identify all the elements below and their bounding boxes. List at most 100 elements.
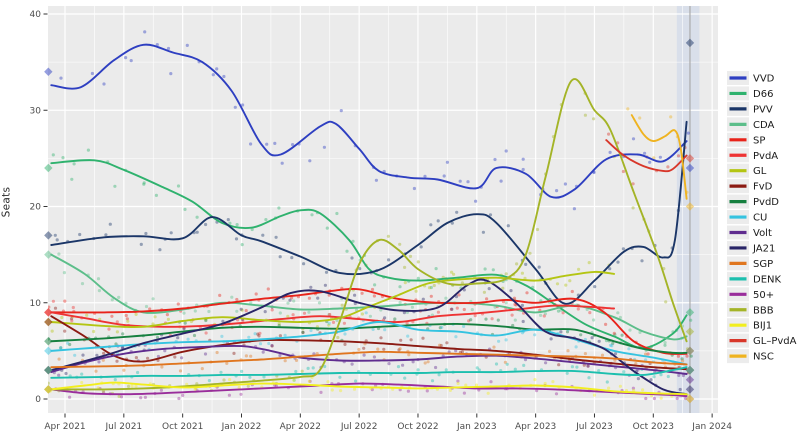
result-diamond-PVV xyxy=(44,231,53,240)
series-line-FvD xyxy=(50,315,688,371)
series-line-SGP xyxy=(50,350,688,369)
result-diamond-CU xyxy=(44,346,53,356)
legend-label-DENK: DENK xyxy=(753,274,781,285)
series-line-PVV xyxy=(50,120,688,305)
legend-label-GL–PvdA: GL–PvdA xyxy=(753,336,797,347)
legend-item-CU: CU xyxy=(727,210,767,225)
legend-item-SGP: SGP xyxy=(727,256,773,271)
series-line-JA21 xyxy=(50,278,688,396)
series-line-DENK xyxy=(50,366,688,379)
legend-item-VVD: VVD xyxy=(727,71,775,85)
series-line-BIJ1 xyxy=(50,381,688,396)
result-diamond-DENK xyxy=(44,365,53,375)
series-line-D66 xyxy=(50,159,688,349)
result-diamond-CDA xyxy=(44,250,53,259)
result-diamond-D66 xyxy=(685,308,695,317)
trend-lines xyxy=(50,43,688,398)
legend-item-CDA: CDA xyxy=(727,117,775,132)
legend-item-D66: D66 xyxy=(727,86,773,101)
legend-item-JA21: JA21 xyxy=(727,240,775,255)
legend-item-PvdA: PvdA xyxy=(727,148,778,163)
legend-item-SP: SP xyxy=(727,132,765,147)
plot-panel xyxy=(48,6,718,413)
x-tick-label: Jul 2022 xyxy=(340,422,378,432)
x-tick-label: Jan 2024 xyxy=(691,422,732,432)
result-markers-2021 xyxy=(44,67,53,394)
legend-label-PvdD: PvdD xyxy=(753,197,779,208)
legend-label-PvdA: PvdA xyxy=(753,151,778,162)
series-line-SP xyxy=(50,287,688,355)
result-diamond-VVD xyxy=(685,163,695,173)
legend-label-SP: SP xyxy=(753,135,765,146)
x-tick-label: Apr 2021 xyxy=(44,422,85,432)
result-diamond-NSC xyxy=(685,202,695,211)
result-diamond-CU xyxy=(685,365,695,375)
result-diamond-Volt xyxy=(685,375,695,384)
legend-label-VVD: VVD xyxy=(753,74,775,85)
x-tick-label: Oct 2023 xyxy=(633,422,674,432)
y-tick-label: 20 xyxy=(30,203,42,213)
legend-label-GL: GL xyxy=(753,166,767,177)
legend-item-Volt: Volt xyxy=(727,225,772,240)
series-line-GL–PvdA xyxy=(605,139,688,173)
axes: 0 10 20 30 40 Apr 2021 Jul 2021 Oct 2021 Jan 202… xyxy=(30,10,733,432)
y-axis-title: Seats xyxy=(0,186,13,218)
legend-label-JA21: JA21 xyxy=(752,243,775,254)
legend-label-Volt: Volt xyxy=(753,228,772,239)
legend-label-BIJ1: BIJ1 xyxy=(753,321,772,332)
legend-item-BIJ1: BIJ1 xyxy=(727,318,772,333)
series-line-Volt xyxy=(50,344,688,375)
result-diamond-BBB xyxy=(685,327,695,336)
legend-label-NSC: NSC xyxy=(753,352,774,363)
result-diamond-FvD xyxy=(44,317,53,327)
legend: VVD D66 PVV CDA SP PvdA GL FvD PvdD CU Volt JA21 SGP… xyxy=(727,71,797,364)
legend-label-SGP: SGP xyxy=(753,259,773,270)
result-markers-2023 xyxy=(685,38,695,404)
legend-label-CU: CU xyxy=(753,213,767,224)
result-diamond-BIJ1 xyxy=(685,394,695,404)
legend-label-50+: 50+ xyxy=(753,290,774,301)
x-tick-label: Apr 2023 xyxy=(515,422,556,432)
legend-label-FvD: FvD xyxy=(753,182,773,193)
legend-item-50+: 50+ xyxy=(727,287,774,302)
legend-label-BBB: BBB xyxy=(753,305,774,316)
x-tick-label: Jul 2023 xyxy=(575,422,613,432)
result-diamond-PvdD xyxy=(44,337,53,346)
legend-item-GL–PvdA: GL–PvdA xyxy=(727,333,797,348)
x-tick-label: Apr 2022 xyxy=(280,422,321,432)
series-line-GL xyxy=(50,270,616,329)
legend-label-CDA: CDA xyxy=(753,120,775,131)
x-tick-label: Jul 2021 xyxy=(105,422,143,432)
y-tick-label: 0 xyxy=(35,395,41,405)
result-diamond-GL–PvdA xyxy=(685,154,695,163)
result-diamond-CDA xyxy=(685,346,695,356)
y-tick-label: 30 xyxy=(30,106,42,116)
y-tick-label: 40 xyxy=(30,10,42,20)
series-line-NSC xyxy=(630,114,688,200)
result-diamond-JA21 xyxy=(685,385,695,394)
legend-item-BBB: BBB xyxy=(727,302,774,317)
series-line-50+ xyxy=(50,382,688,398)
series-line-BBB xyxy=(50,78,688,391)
result-diamond-D66 xyxy=(44,163,53,173)
x-tick-label: Oct 2022 xyxy=(397,422,438,432)
legend-label-D66: D66 xyxy=(753,89,773,100)
legend-item-FvD: FvD xyxy=(727,179,773,194)
legend-item-PvdD: PvdD xyxy=(727,194,779,209)
x-tick-label: Jan 2023 xyxy=(456,422,497,432)
x-tick-label: Oct 2021 xyxy=(162,422,203,432)
series-line-VVD xyxy=(50,43,688,199)
result-diamond-PvdA xyxy=(44,308,53,317)
legend-item-DENK: DENK xyxy=(727,271,781,286)
result-diamond-VVD xyxy=(44,67,53,76)
legend-item-NSC: NSC xyxy=(727,349,774,364)
legend-label-PVV: PVV xyxy=(753,104,773,115)
y-tick-label: 10 xyxy=(30,299,42,309)
result-diamond-PVV xyxy=(685,38,695,48)
legend-item-GL: GL xyxy=(727,163,767,178)
legend-item-PVV: PVV xyxy=(727,101,773,116)
x-tick-label: Jan 2022 xyxy=(221,422,262,432)
result-diamond-BIJ1 xyxy=(44,385,53,394)
